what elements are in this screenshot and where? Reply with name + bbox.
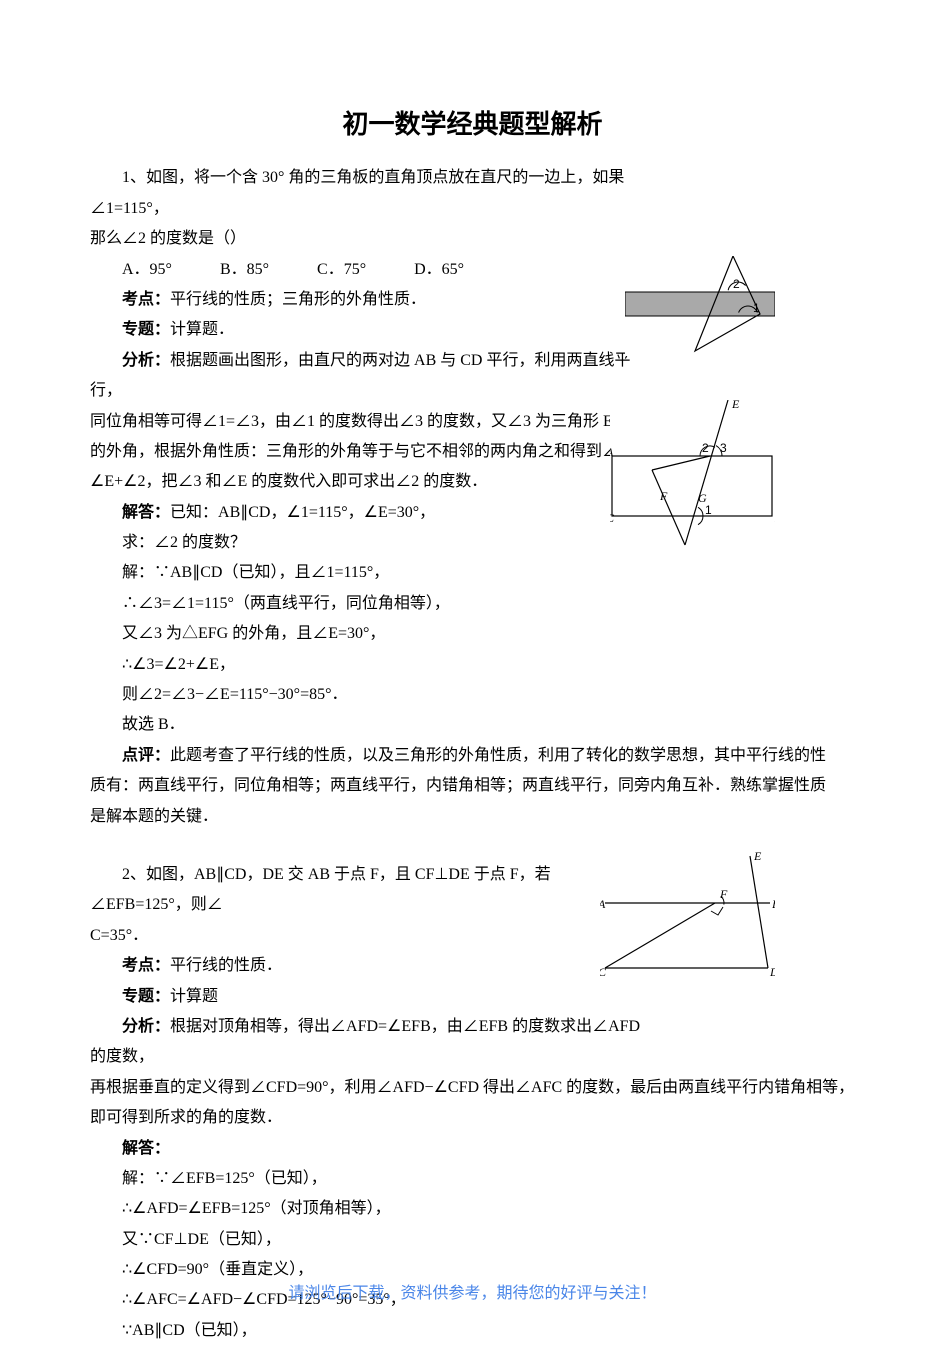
- q1-s1: 已知：AB∥CD，∠1=115°，∠E=30°，: [170, 504, 435, 521]
- svg-text:A: A: [600, 897, 606, 911]
- q2-solve-label: 解答：: [90, 1134, 855, 1164]
- q1-s4: ∴∠3=∠1=115°（两直线平行，同位角相等），: [90, 589, 855, 619]
- label-topic: 考点：: [122, 291, 170, 308]
- svg-text:A: A: [610, 445, 614, 459]
- svg-text:B: B: [772, 897, 775, 911]
- q2-s3: 又∵CF⊥DE（已知），: [90, 1225, 855, 1255]
- q2-s1: 解：∵∠EFB=125°（已知），: [90, 1164, 855, 1194]
- svg-text:D: D: [774, 511, 775, 525]
- svg-text:D: D: [769, 965, 775, 979]
- q1-stem-line1: 1、如图，将一个含 30° 角的三角板的直角顶点放在直尺的一边上，如果∠1=11…: [90, 163, 670, 224]
- page-footer: 请浏览后下载，资料供参考，期待您的好评与关注！: [0, 1279, 945, 1309]
- q1-cm-b: 质有：两直线平行，同位角相等；两直线平行，内错角相等；两直线平行，同旁内角互补．…: [90, 771, 855, 801]
- q2-an-c: 即可得到所求的角的度数．: [90, 1103, 855, 1133]
- q1-an-a: 根据题画出图形，由直尺的两对边 AB 与 CD 平行，利用两直线平行，: [90, 352, 630, 399]
- q1-stem-line2: 那么∠2 的度数是（）: [90, 224, 855, 254]
- q2-s2: ∴∠AFD=∠EFB=125°（对顶角相等），: [90, 1194, 855, 1224]
- label-analysis: 分析：: [122, 352, 170, 369]
- q2-analysis: 分析：根据对顶角相等，得出∠AFD=∠EFB，由∠EFB 的度数求出∠AFD 的…: [90, 1012, 650, 1073]
- q2-topic-text: 平行线的性质．: [170, 957, 282, 974]
- q1-an-d: ∠E+∠2，把∠3 和∠E 的度数代入即可求出∠2 的度数．: [90, 467, 660, 497]
- svg-text:E: E: [753, 849, 762, 863]
- label-solve: 解答：: [122, 504, 170, 521]
- q1-comment: 点评：此题考查了平行线的性质，以及三角形的外角性质，利用了转化的数学思想，其中平…: [90, 741, 855, 771]
- q1-an-c: 的外角，根据外角性质：三角形的外角等于与它不相邻的两内角之和得到∠3=: [90, 437, 660, 467]
- svg-text:2: 2: [702, 441, 709, 455]
- q2-an-a: 根据对顶角相等，得出∠AFD=∠EFB，由∠EFB 的度数求出∠AFD 的度数，: [90, 1018, 640, 1065]
- q1-an-b: 同位角相等可得∠1=∠3，由∠1 的度数得出∠3 的度数，又∠3 为三角形 EF…: [90, 407, 660, 437]
- figure-q1-large: ABCDEFG231: [610, 400, 775, 550]
- q2-type-text: 计算题: [170, 988, 218, 1005]
- svg-text:F: F: [719, 887, 728, 901]
- svg-text:2: 2: [733, 277, 740, 291]
- q1-cm-c: 是解本题的关键．: [90, 802, 855, 832]
- q1-s7: 则∠2=∠3−∠E=115°−30°=85°．: [90, 680, 855, 710]
- svg-text:E: E: [731, 400, 740, 411]
- label-analysis-2: 分析：: [122, 1018, 170, 1035]
- q1-topic-text: 平行线的性质；三角形的外角性质．: [170, 291, 426, 308]
- svg-text:3: 3: [720, 441, 727, 455]
- svg-text:1: 1: [705, 503, 712, 517]
- svg-text:1: 1: [753, 301, 760, 315]
- svg-text:C: C: [600, 965, 607, 979]
- q1-s6: ∴∠3=∠2+∠E，: [90, 650, 855, 680]
- figure-q1-small: 21: [625, 256, 775, 356]
- q1-type-text: 计算题．: [170, 321, 234, 338]
- doc-title: 初一数学经典题型解析: [90, 100, 855, 149]
- q1-s3: 解：∵AB∥CD（已知），且∠1=115°，: [90, 558, 855, 588]
- figure-q2: A B C D E F: [600, 848, 775, 988]
- q1-cm-a: 此题考查了平行线的性质，以及三角形的外角性质，利用了转化的数学思想，其中平行线的…: [170, 747, 826, 764]
- q2-stem-l1: 2、如图，AB∥CD，DE 交 AB 于点 F，且 CF⊥DE 于点 F，若∠E…: [90, 860, 650, 921]
- label-type: 专题：: [122, 321, 170, 338]
- label-topic-2: 考点：: [122, 957, 170, 974]
- q1-s5: 又∠3 为△EFG 的外角，且∠E=30°，: [90, 619, 855, 649]
- label-type-2: 专题：: [122, 988, 170, 1005]
- svg-text:F: F: [659, 489, 668, 503]
- svg-text:C: C: [610, 511, 615, 525]
- q1-analysis-l1: 分析：根据题画出图形，由直尺的两对边 AB 与 CD 平行，利用两直线平行，: [90, 346, 660, 407]
- q2-an-b: 再根据垂直的定义得到∠CFD=90°，利用∠AFD−∠CFD 得出∠AFC 的度…: [90, 1073, 855, 1103]
- q2-s6: ∵AB∥CD（已知），: [90, 1316, 855, 1346]
- q1-s8: 故选 B．: [90, 710, 855, 740]
- label-comment: 点评：: [122, 747, 170, 764]
